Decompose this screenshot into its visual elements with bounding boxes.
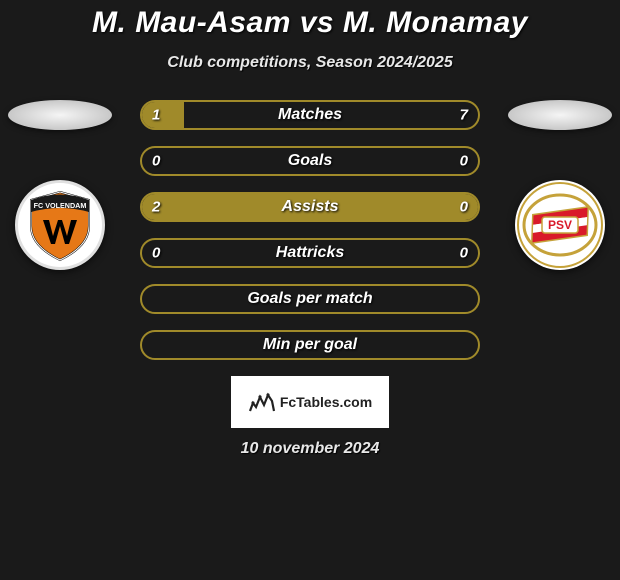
watermark-text: FcTables.com: [280, 394, 372, 410]
stat-value-left: 0: [152, 153, 160, 170]
stat-row: Goals per match: [140, 284, 480, 314]
stat-value-left: 1: [152, 107, 160, 124]
stat-bars: Matches17Goals00Assists20Hattricks00Goal…: [140, 100, 480, 360]
volendam-shield-icon: FC VOLENDAM: [21, 186, 99, 264]
stat-value-left: 0: [152, 245, 160, 262]
watermark-box: FcTables.com: [231, 376, 389, 428]
stat-row: Matches 1 7: [140, 100, 480, 130]
svg-text:PSV: PSV: [548, 218, 572, 232]
stat-row: Hattricks 0 0: [140, 238, 480, 268]
stat-row: Assists 2 0: [140, 192, 480, 222]
svg-text:FC VOLENDAM: FC VOLENDAM: [34, 201, 87, 210]
stat-value-right: 0: [460, 199, 468, 216]
stat-label: Goals per match: [247, 290, 372, 308]
stat-fill-left: [142, 102, 184, 128]
left-player-avatar: [8, 100, 112, 130]
stat-label: Min per goal: [263, 336, 357, 354]
stat-value-right: 0: [460, 245, 468, 262]
stat-label: Goals: [288, 152, 332, 170]
psv-shield-icon: PSV: [517, 182, 603, 268]
left-club-badge: FC VOLENDAM: [15, 180, 105, 270]
page-title: M. Mau-Asam vs M. Monamay: [0, 6, 620, 40]
right-club-badge: PSV: [515, 180, 605, 270]
subtitle: Club competitions, Season 2024/2025: [0, 54, 620, 72]
stat-row: Goals 0 0: [140, 146, 480, 176]
stat-label: Hattricks: [276, 244, 344, 262]
stat-value-right: 0: [460, 153, 468, 170]
stat-label: Matches: [278, 106, 342, 124]
stat-row: Min per goal: [140, 330, 480, 360]
stat-value-left: 2: [152, 199, 160, 216]
stat-label: Assists: [282, 198, 339, 216]
right-player-avatar: [508, 100, 612, 130]
right-player-column: PSV: [508, 100, 612, 270]
stat-value-right: 7: [460, 107, 468, 124]
fctables-logo-icon: [248, 391, 276, 413]
date-text: 10 november 2024: [0, 440, 620, 458]
left-player-column: FC VOLENDAM: [8, 100, 112, 270]
main-area: FC VOLENDAM: [0, 100, 620, 360]
